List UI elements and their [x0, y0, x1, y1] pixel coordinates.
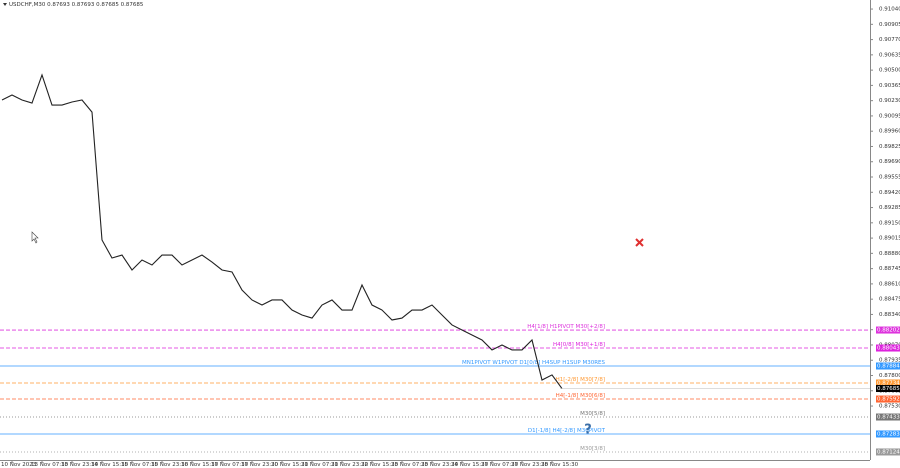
- level-label: H4[0/8] M30[+1/8]: [553, 342, 605, 348]
- price-label-bg: [876, 448, 900, 456]
- x-tick-label: 27 Nov 07:30: [481, 462, 519, 468]
- x-tick-label: 27 Nov 23:30: [511, 462, 549, 468]
- x-tick-label: 17 Nov 07:30: [211, 462, 249, 468]
- x-tick-label: 16 Nov 15:30: [181, 462, 219, 468]
- price-label: 0.87884: [877, 364, 900, 370]
- menu-arrow[interactable]: [3, 3, 7, 6]
- x-tick-label: 14 Nov 15:30: [91, 462, 129, 468]
- y-tick-label: 0.88610: [879, 281, 900, 287]
- price-label: 0.87734: [877, 380, 900, 386]
- y-tick-label: 0.88340: [879, 312, 900, 318]
- price-label: 0.87592: [877, 397, 900, 403]
- x-tick-label: 10 Nov 2023: [1, 462, 37, 468]
- level-label: D1[-1/8] H4[-2/8] M30PIVOT: [528, 428, 606, 434]
- level-label: H1[-2/8] M30[7/8]: [556, 377, 605, 383]
- y-tick-label: 0.90365: [879, 83, 900, 89]
- y-tick-label: 0.90500: [879, 68, 900, 74]
- price-label-bg: [876, 395, 900, 403]
- price-label: 0.88043: [877, 346, 900, 352]
- x-tick-label: 13 Nov 07:30: [31, 462, 69, 468]
- x-tick-label: 22 Nov 15:30: [361, 462, 399, 468]
- y-tick-label: 0.87800: [879, 373, 900, 379]
- x-tick-label: 24 Nov 15:30: [451, 462, 489, 468]
- price-label: 0.87124: [877, 449, 900, 455]
- x-tick-label: 28 Nov 15:30: [541, 462, 579, 468]
- level-label: MN1PIVOT W1PIVOT D1[0/8] H4SUP H1SUP M30…: [462, 360, 605, 366]
- y-tick-label: 0.90095: [879, 113, 900, 119]
- price-label-bg: [876, 326, 900, 334]
- y-tick-label: 0.90635: [879, 52, 900, 58]
- y-tick-label: 0.89285: [879, 205, 900, 211]
- y-tick-label: 0.88745: [879, 266, 900, 272]
- y-tick-label: 0.90230: [879, 98, 900, 104]
- y-tick-label: 0.88475: [879, 297, 900, 303]
- price-line: [1, 73, 563, 389]
- x-stroke: [635, 238, 644, 247]
- level-label: M30[5/8]: [580, 411, 605, 417]
- close-icon[interactable]: [635, 238, 644, 247]
- x-tick-label: 13 Nov 23:30: [61, 462, 99, 468]
- x-tick-label: 23 Nov 23:30: [421, 462, 459, 468]
- y-tick-label: 0.89420: [879, 190, 900, 196]
- y-tick-label: 0.89690: [879, 159, 900, 165]
- x-tick-label: 23 Nov 07:30: [391, 462, 429, 468]
- mouse-cursor: [31, 231, 39, 244]
- y-tick-label: 0.88880: [879, 251, 900, 257]
- y-tick-label: 0.89015: [879, 236, 900, 242]
- current-price-label: 0.87685: [877, 386, 900, 392]
- level-label: H4[-1/8] M30[6/8]: [556, 393, 605, 399]
- level-label: H4[1/8] H1PIVOT M30[+2/8]: [527, 324, 605, 330]
- x-tick-label: 15 Nov 23:30: [151, 462, 189, 468]
- y-tick-label: 0.87935: [879, 358, 900, 364]
- price-label-bg: [876, 362, 900, 370]
- price-label-bg: [876, 413, 900, 421]
- price-label: 0.88202: [877, 328, 900, 334]
- price-label: 0.87433: [877, 415, 900, 421]
- help-icon[interactable]: ?: [584, 423, 592, 438]
- price-label: 0.87283: [877, 431, 900, 437]
- y-tick-label: 0.90770: [879, 37, 900, 43]
- x-tick-label: 21 Nov 23:30: [331, 462, 369, 468]
- price-label-bg: [876, 430, 900, 438]
- x-tick-label: 20 Nov 15:30: [271, 462, 309, 468]
- plot-area: 0.91040 0.90905 0.90770 0.90635 0.90500 0.903…: [0, 7, 900, 468]
- y-tick-label: 0.89150: [879, 220, 900, 226]
- chart-title: USDCHF,M30 0.87693 0.87693 0.87685 0.876…: [9, 2, 144, 8]
- y-tick-label: 0.89555: [879, 175, 900, 181]
- y-tick-label: 0.90905: [879, 22, 900, 28]
- y-tick-label: 0.91040: [879, 7, 900, 13]
- current-price-bg: [876, 385, 900, 393]
- level-label: M30[3/8]: [580, 446, 605, 452]
- price-label-bg: [876, 344, 900, 352]
- x-tick-label: 17 Nov 23:30: [241, 462, 279, 468]
- x-tick-label: 15 Nov 07:30: [121, 462, 159, 468]
- y-tick-label: 0.87530: [879, 404, 900, 410]
- y-tick-label: 0.89960: [879, 129, 900, 135]
- x-tick-label: 21 Nov 07:30: [301, 462, 339, 468]
- y-tick-label: 0.89825: [879, 144, 900, 150]
- price-label-bg: [876, 379, 900, 387]
